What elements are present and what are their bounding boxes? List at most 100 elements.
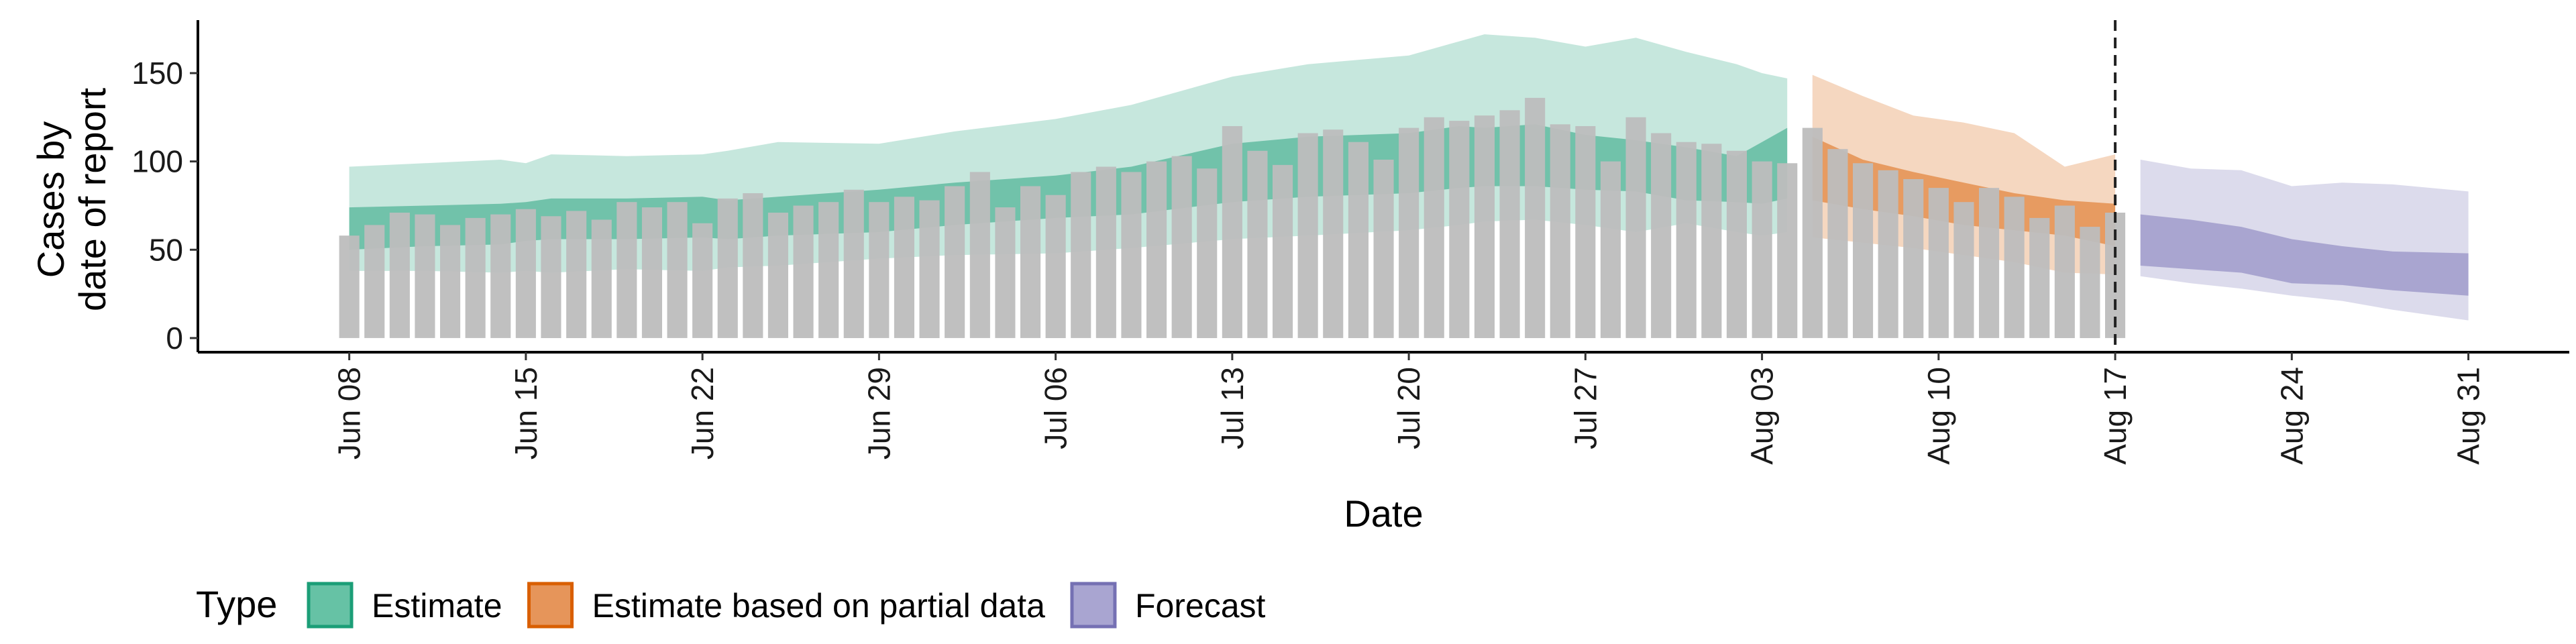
bar <box>1045 195 1066 338</box>
bar <box>1777 163 1798 339</box>
bar <box>945 186 965 338</box>
bar <box>1020 186 1041 338</box>
x-tick-label: Aug 17 <box>2098 367 2133 465</box>
x-tick-label: Aug 31 <box>2451 367 2486 465</box>
legend-key-0 <box>307 582 354 629</box>
y-tick-label: 0 <box>166 321 183 356</box>
x-tick-label: Jun 22 <box>685 367 720 460</box>
bar <box>1701 144 1722 338</box>
x-tick-label: Aug 24 <box>2274 367 2309 465</box>
bar <box>767 213 788 338</box>
legend-label-2: Forecast <box>1135 587 1266 625</box>
bar <box>1222 126 1242 338</box>
bar <box>1071 172 1091 338</box>
bar <box>1171 156 1192 338</box>
legend: Type Estimate Estimate based on partial d… <box>196 582 1266 629</box>
bar <box>1323 129 1344 338</box>
y-tick-label: 50 <box>149 232 183 267</box>
y-tick-label: 150 <box>131 56 183 91</box>
bar <box>1752 161 1772 338</box>
x-axis-title: Date <box>1344 492 1423 535</box>
reported-case-bars <box>339 97 2126 339</box>
bar <box>591 219 612 338</box>
y-axis-title-line-2: date of report <box>71 88 113 312</box>
bar <box>969 172 990 338</box>
y-axis-title-line-1: Cases by <box>30 121 72 278</box>
bar <box>1651 133 1672 338</box>
bar <box>717 198 738 338</box>
bar <box>1348 142 1368 338</box>
bar <box>1373 160 1394 338</box>
x-tick-label: Jul 13 <box>1215 367 1250 449</box>
legend-key-2 <box>1070 582 1117 629</box>
bar <box>641 207 662 338</box>
x-tick-label: Aug 03 <box>1745 367 1780 465</box>
x-tick-label: Jul 06 <box>1038 367 1073 449</box>
bar <box>339 235 360 338</box>
bar <box>1399 127 1419 338</box>
bar <box>843 189 864 338</box>
bar <box>1676 142 1697 338</box>
bar <box>2004 197 2025 338</box>
axes <box>197 20 2569 354</box>
bar <box>415 214 435 338</box>
bar <box>1550 124 1570 338</box>
y-axis-ticks: 0 50 100 150 <box>131 56 198 356</box>
legend-label-0: Estimate <box>372 587 502 625</box>
bar <box>1827 149 1848 338</box>
bar <box>1095 166 1116 338</box>
bar <box>1273 164 1293 338</box>
x-tick-label: Jun 08 <box>332 367 367 460</box>
bar <box>2029 217 2050 338</box>
bar <box>1297 133 1318 338</box>
bar <box>692 223 713 338</box>
legend-key-1 <box>527 582 574 629</box>
bar <box>894 197 914 338</box>
bar <box>793 205 814 338</box>
bar <box>490 214 511 338</box>
bar <box>1903 179 1924 338</box>
bar <box>1878 170 1898 338</box>
bar <box>1802 127 1823 338</box>
bar <box>1146 161 1167 338</box>
bar <box>919 200 940 338</box>
bar <box>616 202 637 338</box>
bar <box>1726 150 1747 338</box>
x-tick-label: Jul 20 <box>1391 367 1426 449</box>
bar <box>515 209 536 338</box>
bar <box>1449 121 1470 338</box>
bar <box>1499 110 1520 339</box>
bar <box>364 225 385 338</box>
bar <box>1625 117 1646 338</box>
y-tick-label: 100 <box>131 144 183 179</box>
bar <box>1928 188 1949 338</box>
bar <box>995 207 1016 338</box>
bar <box>1121 172 1142 338</box>
bar <box>1953 202 1974 338</box>
bar <box>465 217 486 338</box>
x-tick-label: Jun 29 <box>861 367 896 460</box>
bar <box>1525 97 1546 338</box>
bar <box>1979 188 2000 338</box>
bar <box>1600 161 1621 338</box>
bar <box>818 202 839 338</box>
bar <box>440 225 461 338</box>
bar <box>1197 168 1218 338</box>
bar <box>1853 163 1874 339</box>
bar <box>541 216 561 338</box>
x-tick-label: Jul 27 <box>1568 367 1603 449</box>
bar <box>2054 205 2075 338</box>
x-tick-label: Jun 15 <box>508 367 543 460</box>
bar <box>1247 150 1268 338</box>
x-axis-ticks: Jun 08 Jun 15 Jun 22 Jun 29 Jul 06 Jul 13 Jul … <box>332 352 2486 465</box>
bar <box>869 202 890 338</box>
legend-label-1: Estimate based on partial data <box>592 587 1046 625</box>
bar <box>1575 126 1596 338</box>
bar <box>667 202 688 338</box>
legend-title: Type <box>196 583 277 625</box>
bar <box>566 211 587 338</box>
bar <box>1424 117 1444 338</box>
bar <box>743 193 763 338</box>
bar <box>1474 115 1495 338</box>
